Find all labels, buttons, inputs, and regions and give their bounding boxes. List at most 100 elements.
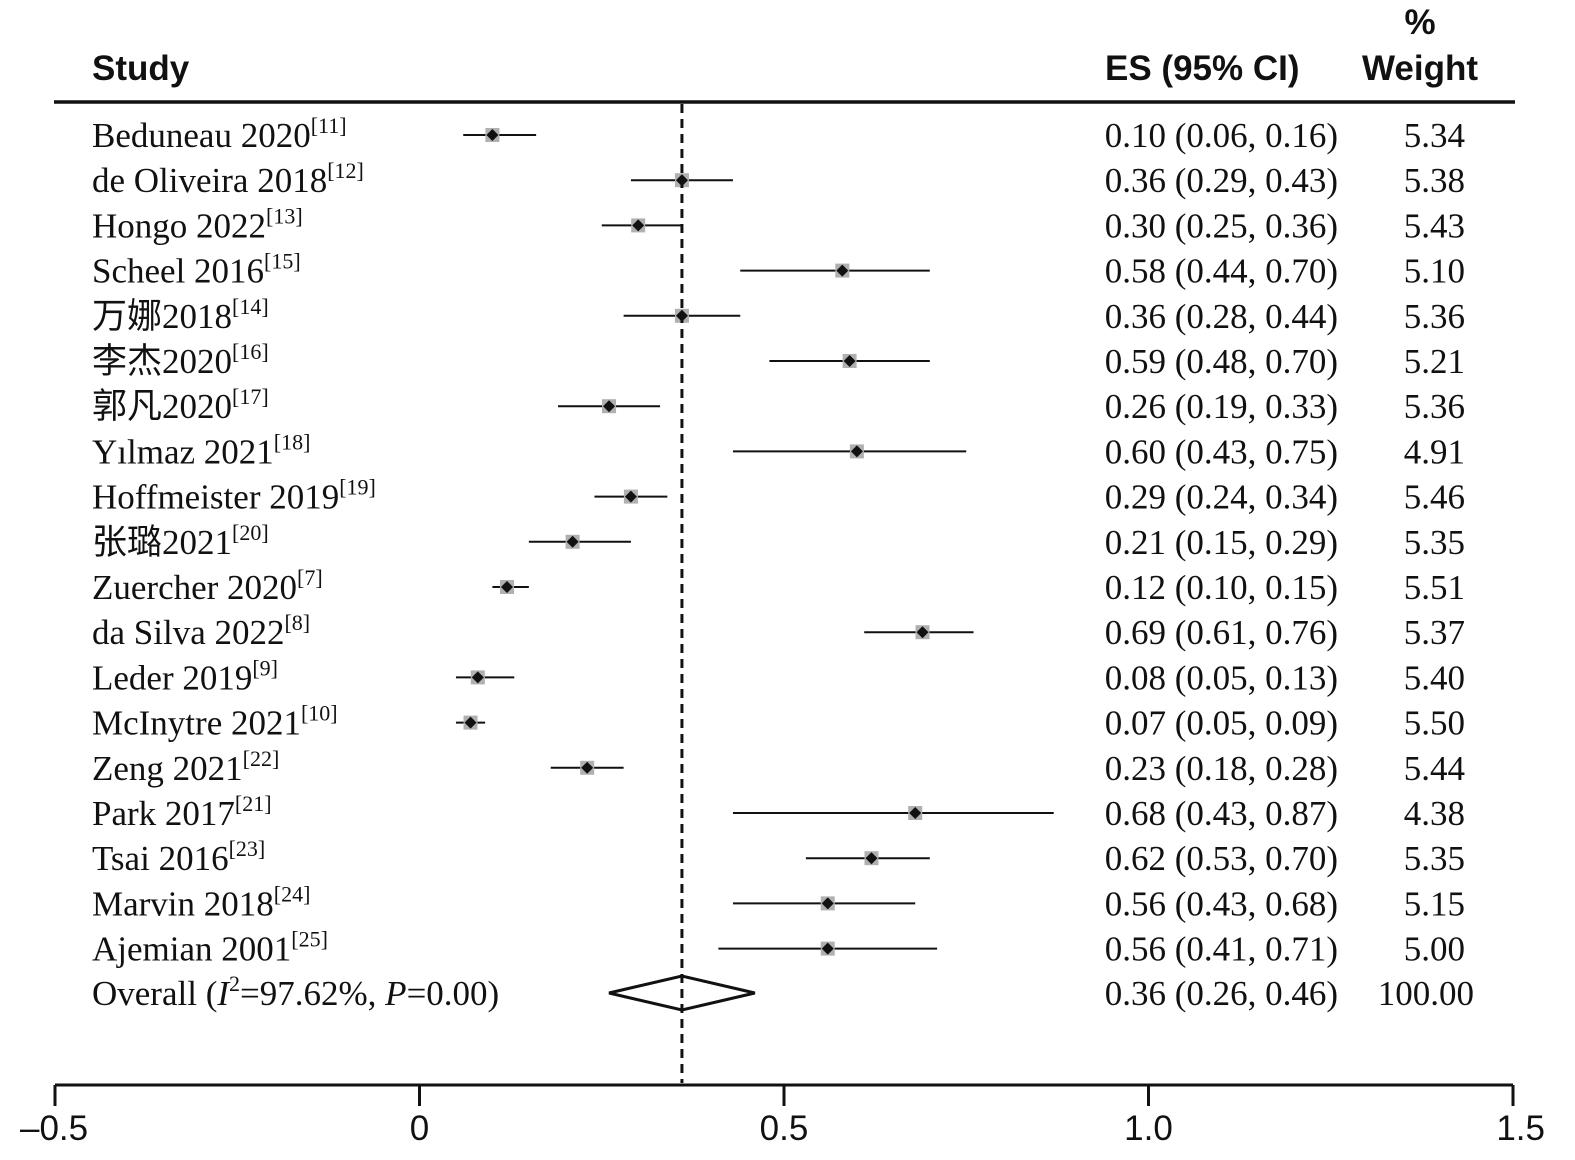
study-row: Scheel 2016[15] 0.58 (0.44, 0.70) 5.10 (92, 249, 1465, 291)
study-reference: [12] (327, 158, 364, 183)
es-ci-value: 0.36 (0.28, 0.44) (1105, 297, 1338, 336)
weight-value: 5.34 (1404, 116, 1465, 155)
es-ci-value: 0.36 (0.29, 0.43) (1105, 161, 1338, 200)
es-ci-value: 0.60 (0.43, 0.75) (1105, 432, 1338, 471)
point-estimate (836, 264, 849, 277)
study-reference: [9] (252, 655, 278, 680)
weight-value: 5.35 (1404, 839, 1465, 878)
overall-weight: 100.00 (1378, 974, 1474, 1013)
study-label: Hongo 2022[13] (92, 203, 303, 245)
study-row: Beduneau 2020[11] 0.10 (0.06, 0.16) 5.34 (92, 113, 1465, 155)
weight-value: 5.36 (1404, 387, 1465, 426)
es-ci-value: 0.69 (0.61, 0.76) (1105, 613, 1338, 652)
study-reference: [24] (274, 881, 311, 906)
x-tick-label: 1.0 (1124, 1109, 1173, 1148)
study-row: de Oliveira 2018[12] 0.36 (0.29, 0.43) 5.3… (92, 158, 1465, 200)
study-name: Marvin 2018 (92, 884, 274, 923)
study-label: 张璐2021[20] (92, 520, 269, 562)
overall-label: Overall (I2=97.62%, P=0.00) (92, 971, 499, 1013)
weight-value: 5.37 (1404, 613, 1465, 652)
study-reference: [10] (301, 701, 338, 726)
study-reference: [18] (274, 429, 311, 454)
study-name: 郭凡2020 (92, 387, 232, 426)
study-row: da Silva 2022[8] 0.69 (0.61, 0.76) 5.37 (92, 610, 1465, 652)
weight-value: 5.15 (1404, 884, 1465, 923)
point-estimate (500, 581, 513, 593)
point-estimate (464, 716, 477, 729)
study-name: Scheel 2016 (92, 252, 264, 291)
study-name: Zeng 2021 (92, 749, 243, 788)
study-label: Beduneau 2020[11] (92, 113, 347, 155)
study-label: Park 2017[21] (92, 791, 272, 833)
study-row: Zeng 2021[22] 0.23 (0.18, 0.28) 5.44 (92, 746, 1465, 788)
study-reference: [8] (284, 610, 310, 635)
study-reference: [19] (339, 475, 376, 500)
header-weight-percent: % (1404, 3, 1435, 42)
study-name: de Oliveira 2018 (92, 161, 327, 200)
study-row: Park 2017[21] 0.68 (0.43, 0.87) 4.38 (92, 791, 1465, 833)
x-tick-label: –0.5 (20, 1109, 88, 1148)
weight-value: 5.40 (1404, 658, 1465, 697)
study-reference: [23] (229, 836, 266, 861)
study-row: 李杰2020[16] 0.59 (0.48, 0.70) 5.21 (92, 339, 1465, 381)
x-tick-label: 0 (410, 1109, 429, 1148)
point-estimate (843, 355, 856, 367)
study-row: Hoffmeister 2019[19] 0.29 (0.24, 0.34) 5.4… (92, 475, 1465, 517)
weight-value: 5.10 (1404, 252, 1465, 291)
study-row: 郭凡2020[17] 0.26 (0.19, 0.33) 5.36 (92, 384, 1465, 426)
es-ci-value: 0.07 (0.05, 0.09) (1105, 704, 1338, 743)
es-ci-value: 0.21 (0.15, 0.29) (1105, 523, 1338, 562)
study-reference: [14] (232, 294, 269, 319)
study-name: Park 2017 (92, 794, 235, 833)
study-label: Tsai 2016[23] (92, 836, 265, 878)
es-ci-value: 0.30 (0.25, 0.36) (1105, 206, 1338, 245)
study-row: Yılmaz 2021[18] 0.60 (0.43, 0.75) 4.91 (92, 429, 1465, 471)
point-estimate (566, 535, 579, 548)
overall-row: 0.36 (0.26, 0.46) 100.00 (608, 974, 1474, 1013)
study-row: Leder 2019[9] 0.08 (0.05, 0.13) 5.40 (92, 655, 1465, 697)
es-ci-value: 0.29 (0.24, 0.34) (1105, 478, 1338, 517)
study-label: McInytre 2021[10] (92, 701, 338, 743)
study-row: 张璐2021[20] 0.21 (0.15, 0.29) 5.35 (92, 520, 1465, 562)
study-row: McInytre 2021[10] 0.07 (0.05, 0.09) 5.50 (92, 701, 1465, 743)
weight-value: 5.43 (1404, 206, 1465, 245)
weight-value: 5.00 (1404, 930, 1465, 969)
study-label: Leder 2019[9] (92, 655, 278, 697)
es-ci-value: 0.56 (0.43, 0.68) (1105, 884, 1338, 923)
study-reference: [17] (232, 384, 269, 409)
study-name: McInytre 2021 (92, 704, 301, 743)
header-weight: Weight (1362, 49, 1478, 88)
study-reference: [7] (297, 565, 323, 590)
study-reference: [22] (243, 746, 280, 771)
study-name: da Silva 2022 (92, 613, 284, 652)
es-ci-value: 0.10 (0.06, 0.16) (1105, 116, 1338, 155)
study-label: Yılmaz 2021[18] (92, 429, 310, 471)
es-ci-value: 0.68 (0.43, 0.87) (1105, 794, 1338, 833)
es-ci-value: 0.23 (0.18, 0.28) (1105, 749, 1338, 788)
es-ci-value: 0.58 (0.44, 0.70) (1105, 252, 1338, 291)
weight-value: 5.46 (1404, 478, 1465, 517)
weight-value: 4.38 (1404, 794, 1465, 833)
study-label: 郭凡2020[17] (92, 384, 269, 426)
study-label: Marvin 2018[24] (92, 881, 310, 923)
point-estimate (603, 400, 616, 413)
x-tick-label: 0.5 (760, 1109, 809, 1148)
point-estimate (865, 852, 878, 865)
overall-es-ci: 0.36 (0.26, 0.46) (1105, 974, 1338, 1013)
study-row: Tsai 2016[23] 0.62 (0.53, 0.70) 5.35 (92, 836, 1465, 878)
x-axis: –0.5 0 0.5 1.0 1.5 (20, 1083, 1545, 1148)
weight-value: 5.50 (1404, 704, 1465, 743)
weight-value: 5.51 (1404, 568, 1465, 607)
study-name: 万娜2018 (92, 297, 232, 336)
weight-value: 5.44 (1404, 749, 1465, 788)
point-estimate (821, 942, 834, 955)
study-label: 李杰2020[16] (92, 339, 269, 381)
overall-diamond (608, 974, 756, 1012)
point-estimate (632, 219, 645, 232)
es-ci-value: 0.08 (0.05, 0.13) (1105, 658, 1338, 697)
study-name: Beduneau 2020 (92, 116, 311, 155)
study-row: Marvin 2018[24] 0.56 (0.43, 0.68) 5.15 (92, 881, 1465, 923)
study-name: Yılmaz 2021 (92, 432, 274, 471)
study-name: Ajemian 2001 (92, 930, 291, 969)
